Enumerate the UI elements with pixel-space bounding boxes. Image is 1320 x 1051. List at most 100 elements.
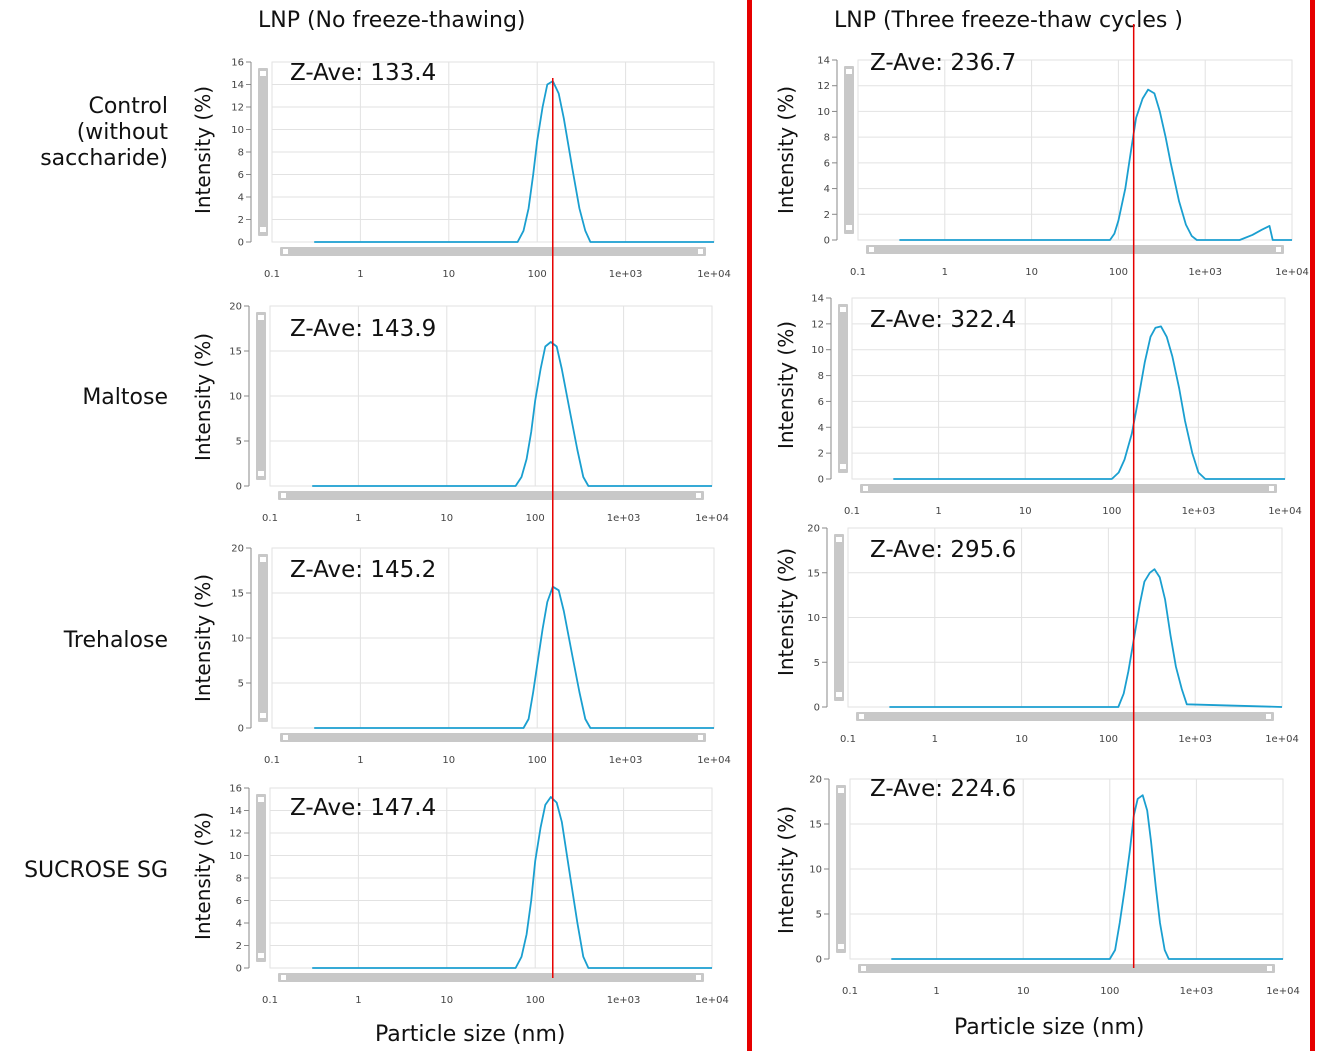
y-tick-label: 15 (231, 589, 244, 600)
y-axis-label: Intensity (%) (774, 547, 799, 677)
x-tick-label: 0.1 (264, 269, 280, 280)
z-ave-label: Z-Ave: 322.4 (870, 307, 1017, 333)
x-tick-label: 10 (440, 995, 453, 1006)
z-ave-label: Z-Ave: 236.7 (870, 50, 1017, 76)
y-tick-label: 2 (236, 941, 242, 952)
scroll-handle-top (258, 797, 264, 802)
y-tick-label: 10 (229, 851, 242, 862)
scroll-handle-right (698, 249, 703, 254)
scroll-handle-top (260, 71, 266, 76)
y-tick-label: 10 (229, 392, 242, 403)
size-distribution-curve (893, 325, 1285, 480)
x-tick-label: 100 (1099, 734, 1118, 745)
vertical-scrollbar (256, 312, 266, 480)
chart-left-trehalose: 0.1 1 10 100 1e+03 1e+04 0 5 10 15 20 (231, 544, 731, 767)
y-tick-label: 20 (809, 775, 822, 786)
y-tick-label: 0 (238, 238, 244, 249)
x-tick-label: 0.1 (842, 986, 858, 997)
y-tick-label: 2 (824, 210, 830, 221)
y-tick-label: 0 (818, 475, 824, 486)
y-tick-label: 8 (238, 148, 244, 159)
row-label-control: Control (without saccharide) (40, 94, 168, 171)
x-tick-label: 0.1 (850, 267, 866, 278)
size-distribution-curve (314, 80, 714, 243)
scroll-handle-right (696, 493, 701, 498)
horizontal-scrollbar (856, 712, 1274, 721)
x-tick-label: 10 (442, 755, 455, 766)
horizontal-scrollbar (858, 964, 1275, 973)
y-tick-label: 8 (818, 371, 824, 382)
vertical-scrollbar (844, 66, 854, 234)
vertical-scrollbar (836, 785, 846, 953)
y-tick-label: 16 (229, 784, 242, 795)
scroll-handle-bottom (838, 944, 844, 949)
y-tick-label: 5 (814, 658, 820, 669)
vertical-scrollbar (258, 68, 268, 236)
y-tick-label: 6 (824, 158, 830, 169)
scroll-handle-right (1269, 486, 1274, 491)
y-tick-label: 0 (814, 703, 820, 714)
scroll-handle-left (869, 247, 874, 252)
y-tick-label: 5 (238, 679, 244, 690)
y-tick-label: 4 (818, 423, 824, 434)
y-tick-label: 5 (816, 910, 822, 921)
x-tick-label: 100 (528, 755, 547, 766)
x-tick-label: 1 (357, 269, 363, 280)
y-tick-label: 15 (229, 347, 242, 358)
y-tick-label: 0 (236, 482, 242, 493)
z-ave-label: Z-Ave: 133.4 (290, 60, 437, 86)
x-tick-label: 100 (1100, 986, 1119, 997)
x-tick-label: 10 (442, 269, 455, 280)
x-tick-label: 1e+04 (697, 755, 731, 766)
y-tick-label: 16 (231, 58, 244, 69)
horizontal-scrollbar (278, 973, 704, 982)
x-tick-label: 10 (1017, 986, 1030, 997)
horizontal-scrollbar (280, 247, 706, 256)
y-axis-label: Intensity (%) (774, 320, 799, 450)
y-tick-label: 8 (236, 874, 242, 885)
y-tick-label: 2 (238, 215, 244, 226)
x-tick-label: 1 (355, 995, 361, 1006)
y-tick-label: 4 (238, 193, 244, 204)
y-tick-label: 14 (231, 80, 244, 91)
size-distribution-curve (312, 341, 712, 487)
scroll-handle-left (281, 493, 286, 498)
scroll-handle-right (696, 975, 701, 980)
scroll-handle-left (283, 249, 288, 254)
y-tick-label: 2 (818, 449, 824, 460)
y-tick-label: 5 (236, 437, 242, 448)
scroll-handle-bottom (836, 692, 842, 697)
scroll-handle-right (1276, 247, 1281, 252)
y-axis-label: Intensity (%) (191, 573, 216, 703)
x-tick-label: 100 (528, 269, 547, 280)
y-tick-label: 20 (807, 524, 820, 535)
x-tick-label: 100 (526, 513, 545, 524)
y-tick-label: 20 (229, 302, 242, 313)
y-tick-label: 6 (236, 896, 242, 907)
chart-left-maltose: 0.1 1 10 100 1e+03 1e+04 0 5 10 15 20 (229, 302, 729, 525)
x-tick-label: 1 (355, 513, 361, 524)
y-tick-label: 0 (238, 724, 244, 735)
y-tick-label: 12 (811, 319, 824, 330)
y-tick-label: 0 (816, 955, 822, 966)
vertical-scrollbar (256, 794, 266, 962)
highlight-frame (747, 0, 1315, 1051)
x-tick-label: 1 (942, 267, 948, 278)
y-axis-label: Intensity (%) (191, 332, 216, 462)
x-tick-label: 1e+04 (695, 995, 729, 1006)
x-tick-label: 0.1 (264, 755, 280, 766)
chart-right-control: 0.1 1 10 100 1e+03 1e+04 0 2 4 6 8 10 12 14 (817, 56, 1309, 279)
y-tick-label: 14 (229, 806, 242, 817)
x-tick-label: 0.1 (262, 995, 278, 1006)
x-tick-label: 10 (1015, 734, 1028, 745)
size-distribution-curve (891, 794, 1283, 960)
scroll-handle-left (861, 966, 866, 971)
y-tick-label: 10 (809, 865, 822, 876)
x-tick-label: 1e+04 (1268, 506, 1302, 517)
x-tick-label: 1e+03 (607, 513, 641, 524)
y-axis-label: Intensity (%) (774, 85, 799, 215)
x-tick-label: 0.1 (840, 734, 856, 745)
plot-area (857, 59, 1293, 241)
x-tick-label: 1e+04 (1265, 734, 1299, 745)
